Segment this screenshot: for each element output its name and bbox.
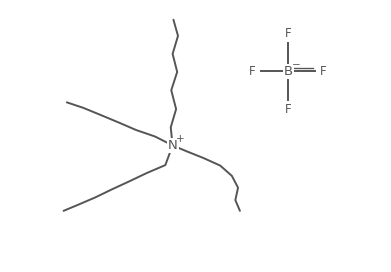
Text: −: −	[292, 60, 300, 70]
Text: F: F	[285, 27, 292, 40]
Text: F: F	[285, 103, 292, 116]
Text: B: B	[284, 65, 293, 78]
Text: +: +	[176, 134, 185, 144]
Text: N: N	[168, 139, 178, 152]
Text: F: F	[249, 65, 255, 78]
Text: F: F	[320, 65, 327, 78]
